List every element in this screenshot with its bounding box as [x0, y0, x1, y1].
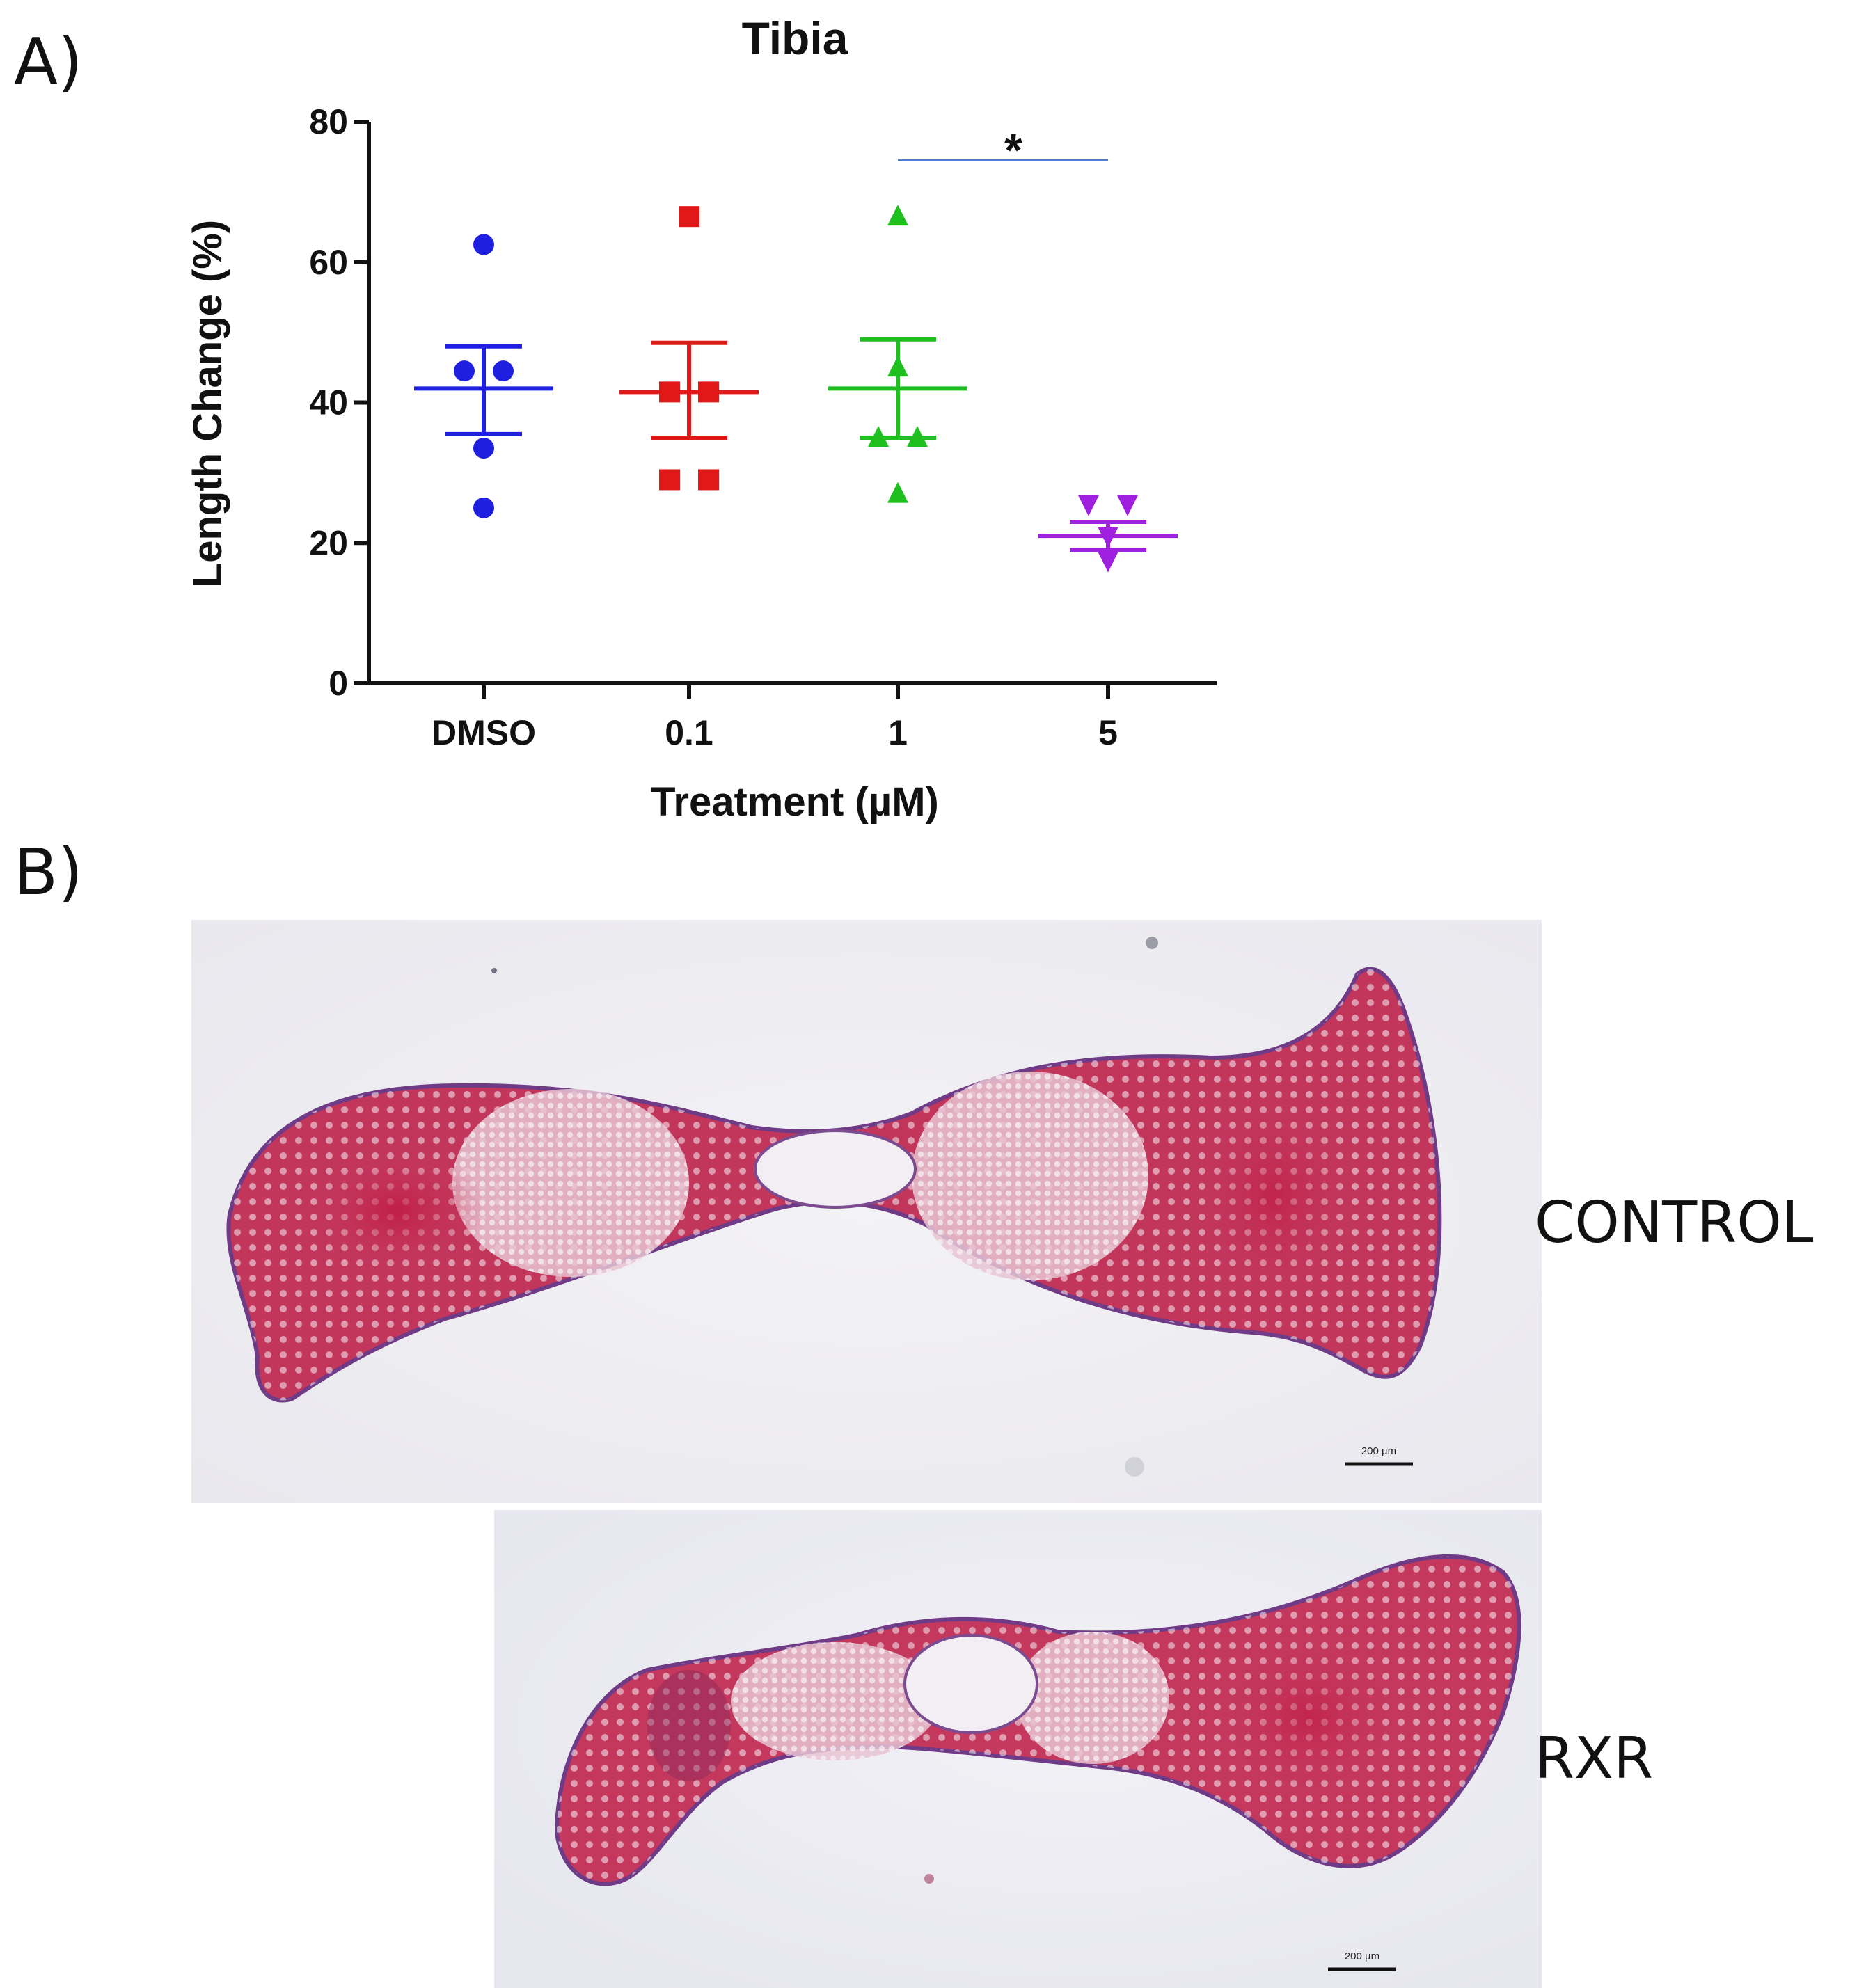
micrograph-control: CONTROL 200 µm [191, 920, 1814, 1503]
chart-title: Tibia [742, 13, 849, 64]
rxr-cell-texture-left [731, 1642, 940, 1760]
series-5 [1038, 495, 1178, 573]
debris-speck [1146, 937, 1158, 949]
rxr-marrow-cavity [903, 1634, 1038, 1734]
data-point [493, 360, 514, 382]
control-scale-label: 200 µm [1361, 1445, 1396, 1457]
panel-a-label: A) [14, 24, 83, 99]
panel-b-label: B) [14, 835, 83, 909]
x-axis-title: Treatment (µM) [651, 779, 939, 825]
micrograph-rxr: RXR 200 µm [494, 1510, 1653, 1988]
data-point [659, 469, 680, 491]
control-pale-zone-left [452, 1089, 689, 1277]
series-DMSO [414, 234, 553, 518]
y-tick-label: 0 [329, 664, 348, 703]
control-pale-zone-right [912, 1072, 1148, 1280]
data-point [887, 356, 908, 377]
data-point [473, 438, 494, 459]
data-point [698, 381, 719, 403]
debris-speck [491, 968, 497, 973]
data-point [887, 205, 908, 226]
significance-star: * [1004, 124, 1022, 175]
debris-speck [924, 1874, 934, 1884]
scatter-chart: Tibia Length Change (%) Treatment (µM) 0… [185, 13, 1217, 825]
data-point [1098, 551, 1118, 573]
significance-annotation: * [898, 124, 1108, 175]
x-tick-label: 0.1 [665, 713, 713, 752]
data-point [659, 381, 680, 403]
rxr-label: RXR [1535, 1726, 1653, 1792]
control-marrow-cavity [754, 1129, 917, 1209]
y-ticks: 0 20 40 60 80 [309, 102, 369, 703]
x-tick-label: 1 [888, 713, 908, 752]
rxr-scale-label: 200 µm [1345, 1950, 1379, 1962]
data-point [473, 234, 494, 255]
data-point [473, 497, 494, 518]
rxr-cell-texture-right [1016, 1632, 1169, 1764]
series-layer [414, 205, 1178, 573]
data-point [698, 469, 719, 491]
data-point [1117, 495, 1138, 516]
rxr-red-core-right [1211, 1635, 1406, 1802]
data-point [887, 482, 908, 503]
y-tick-label: 40 [309, 383, 348, 422]
y-tick-label: 20 [309, 523, 348, 562]
rxr-red-core-left [647, 1670, 731, 1781]
series-1 [828, 205, 967, 503]
debris-speck [1125, 1457, 1144, 1477]
data-point [907, 425, 928, 447]
data-point [1098, 527, 1118, 548]
control-label: CONTROL [1535, 1190, 1814, 1256]
control-red-core-right [1190, 1092, 1357, 1301]
data-point [679, 206, 699, 228]
x-tick-label: DMSO [432, 713, 536, 752]
x-tick-label: 5 [1098, 713, 1118, 752]
y-axis-title: Length Change (%) [185, 220, 230, 587]
x-ticks: DMSO 0.1 1 5 [432, 683, 1118, 752]
series-0.1 [619, 206, 759, 491]
data-point [1078, 495, 1099, 516]
y-tick-label: 60 [309, 243, 348, 282]
data-point [454, 360, 475, 382]
y-tick-label: 80 [309, 102, 348, 141]
data-point [868, 425, 889, 447]
control-red-core-left [306, 1148, 487, 1273]
